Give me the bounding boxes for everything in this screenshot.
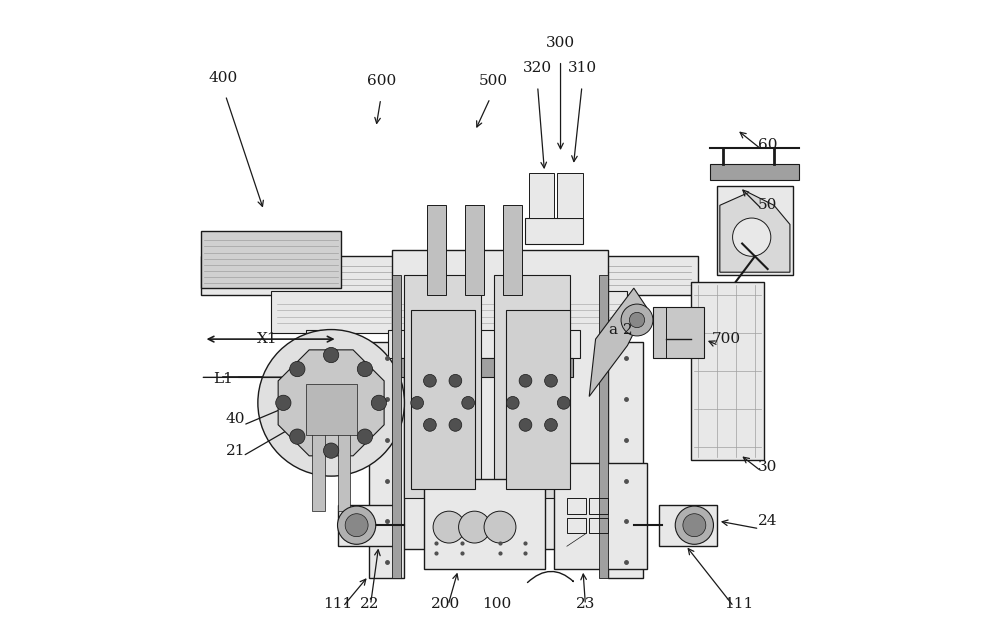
- Text: 600: 600: [367, 74, 397, 88]
- FancyArrowPatch shape: [527, 572, 573, 582]
- Circle shape: [545, 374, 557, 387]
- Polygon shape: [278, 350, 384, 456]
- Bar: [465, 205, 484, 294]
- Circle shape: [411, 396, 424, 409]
- Bar: [567, 499, 586, 515]
- Circle shape: [433, 511, 465, 543]
- Text: 111: 111: [323, 596, 352, 611]
- Text: 23: 23: [576, 596, 596, 611]
- Circle shape: [357, 362, 373, 377]
- Bar: [599, 275, 608, 578]
- Text: 100: 100: [482, 596, 511, 611]
- Circle shape: [459, 511, 490, 543]
- Bar: [395, 358, 414, 378]
- Circle shape: [733, 218, 771, 256]
- Bar: [338, 422, 350, 511]
- Bar: [567, 518, 586, 534]
- Circle shape: [290, 362, 305, 377]
- Text: 111: 111: [724, 596, 754, 611]
- Circle shape: [675, 506, 713, 544]
- Circle shape: [371, 395, 387, 410]
- Text: 30: 30: [758, 460, 777, 474]
- Bar: [388, 330, 420, 358]
- Bar: [271, 291, 627, 333]
- Bar: [312, 358, 331, 378]
- Bar: [548, 330, 580, 358]
- Bar: [653, 307, 704, 358]
- Bar: [503, 205, 522, 294]
- Text: 60: 60: [758, 138, 777, 152]
- Circle shape: [338, 506, 376, 544]
- Bar: [529, 173, 554, 218]
- Circle shape: [424, 374, 436, 387]
- Text: 400: 400: [208, 71, 237, 85]
- Circle shape: [462, 396, 475, 409]
- Bar: [201, 256, 698, 294]
- Bar: [392, 275, 401, 578]
- Bar: [306, 384, 357, 435]
- Bar: [589, 518, 608, 534]
- Polygon shape: [589, 288, 647, 396]
- Text: X1: X1: [257, 332, 278, 346]
- Text: 200: 200: [431, 596, 460, 611]
- Bar: [369, 342, 404, 578]
- Circle shape: [506, 396, 519, 409]
- Text: 40: 40: [226, 412, 245, 426]
- Bar: [427, 205, 446, 294]
- Circle shape: [276, 395, 291, 410]
- Bar: [424, 479, 545, 568]
- Bar: [554, 358, 573, 378]
- Bar: [554, 463, 647, 568]
- Bar: [471, 330, 503, 358]
- Circle shape: [290, 429, 305, 444]
- Circle shape: [557, 396, 570, 409]
- Bar: [525, 218, 583, 244]
- Bar: [589, 499, 608, 515]
- Bar: [478, 358, 497, 378]
- Bar: [392, 250, 608, 549]
- Circle shape: [519, 374, 532, 387]
- Circle shape: [621, 304, 653, 336]
- Bar: [717, 186, 793, 275]
- Text: L1: L1: [213, 372, 233, 386]
- Circle shape: [449, 419, 462, 431]
- Bar: [557, 173, 583, 218]
- Bar: [710, 164, 799, 180]
- Text: 500: 500: [479, 74, 508, 88]
- Circle shape: [258, 330, 404, 476]
- Circle shape: [629, 312, 645, 328]
- Text: a 2: a 2: [609, 323, 633, 337]
- Bar: [201, 231, 341, 288]
- Circle shape: [484, 511, 516, 543]
- Bar: [404, 275, 481, 499]
- Circle shape: [323, 443, 339, 458]
- Text: 50: 50: [758, 198, 777, 212]
- Text: 310: 310: [568, 61, 597, 76]
- Circle shape: [683, 514, 706, 537]
- Text: 24: 24: [758, 514, 777, 528]
- Text: 300: 300: [546, 36, 575, 50]
- Bar: [506, 310, 570, 489]
- Text: 700: 700: [712, 332, 741, 346]
- Circle shape: [357, 429, 373, 444]
- Circle shape: [519, 419, 532, 431]
- Circle shape: [323, 348, 339, 363]
- Circle shape: [345, 514, 368, 537]
- Bar: [608, 342, 643, 578]
- Circle shape: [424, 419, 436, 431]
- Bar: [411, 310, 475, 489]
- Bar: [338, 505, 395, 546]
- Polygon shape: [720, 193, 790, 272]
- Text: 320: 320: [522, 61, 552, 76]
- Bar: [312, 422, 325, 511]
- Circle shape: [449, 374, 462, 387]
- Circle shape: [545, 419, 557, 431]
- Bar: [494, 275, 570, 499]
- Text: 21: 21: [226, 444, 245, 458]
- Text: 22: 22: [360, 596, 379, 611]
- Bar: [659, 505, 717, 546]
- Bar: [691, 282, 764, 460]
- Bar: [306, 330, 338, 358]
